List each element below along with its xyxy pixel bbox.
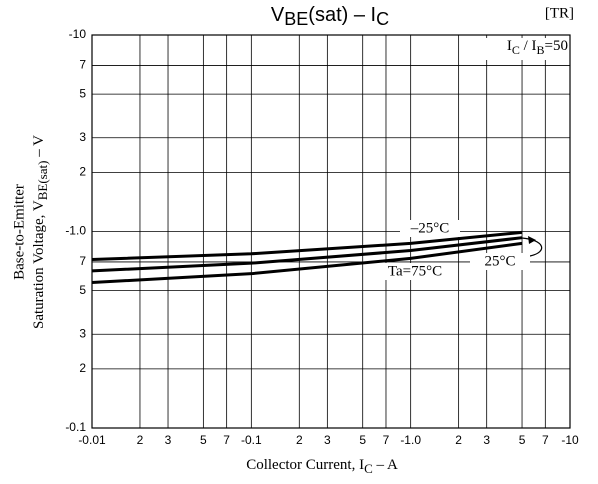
y-tick-label: 2 (79, 361, 86, 375)
y-tick-label: -0.1 (65, 420, 86, 434)
x-tick-label: 7 (383, 433, 390, 447)
x-tick-label: 7 (542, 433, 549, 447)
x-axis-label: Collector Current, IC – A (246, 457, 398, 476)
label-arrow (521, 237, 543, 257)
tag: [TR] (545, 5, 574, 21)
y-tick-label: 5 (79, 86, 86, 100)
y-tick-label: 3 (79, 130, 86, 144)
y-axis-label: Base-to-Emitter (11, 184, 27, 280)
y-tick-label: 3 (79, 326, 86, 340)
x-tick-label: -10 (561, 433, 579, 447)
plot-frame (91, 34, 571, 429)
text-part: Collector Current, I (246, 457, 364, 473)
series-label: 25°C (484, 253, 515, 269)
y-axis-label: Saturation Voltage, VBE(sat) – V (31, 135, 50, 329)
y-tick-label: -10 (69, 27, 87, 41)
line (91, 236, 523, 273)
text-part: I (507, 38, 512, 54)
arrow-head (528, 236, 536, 244)
x-tick-label: 3 (324, 433, 331, 447)
y-tick-label: 2 (79, 165, 86, 179)
x-tick-label: 5 (359, 433, 366, 447)
chart-title: VBE(sat) – IC (271, 4, 389, 28)
label-background (470, 253, 530, 270)
y-tick-label: 5 (79, 283, 86, 297)
subscript: B (537, 43, 545, 57)
line (91, 241, 523, 285)
label-background (400, 220, 460, 237)
x-tick-label: 3 (165, 433, 172, 447)
y-tick-label: 7 (79, 254, 86, 268)
y-tick-label: -1.0 (65, 224, 86, 238)
series-label: –25°C (410, 220, 450, 236)
x-tick-label: 7 (223, 433, 230, 447)
x-tick-label: 2 (296, 433, 303, 447)
x-tick-label: 2 (455, 433, 462, 447)
subscript: C (512, 43, 520, 57)
y-tick-label: 7 (79, 58, 86, 72)
subscript: C (376, 9, 389, 29)
text-part: / I (520, 38, 537, 54)
x-tick-label: -0.1 (241, 433, 262, 447)
text-part: (sat) – I (308, 4, 376, 26)
condition: IC / IB=50 (507, 38, 568, 56)
x-tick-label: 3 (483, 433, 490, 447)
x-tick-label: 5 (519, 433, 526, 447)
x-tick-label: 2 (137, 433, 144, 447)
grid (91, 34, 571, 429)
series-label: Ta=75°C (388, 263, 442, 279)
x-tick-label: 5 (200, 433, 207, 447)
label-background (385, 263, 445, 280)
text-part: – A (373, 457, 398, 473)
subscript: C (364, 461, 373, 476)
condition-background (470, 38, 568, 60)
text-part: – V (31, 135, 47, 161)
text-part: =50 (545, 38, 568, 54)
subscript: BE(sat) (35, 161, 50, 201)
text-part: Saturation Voltage, V (31, 200, 47, 329)
x-tick-label: -1.0 (400, 433, 421, 447)
text-part: V (271, 4, 285, 26)
subscript: BE (284, 9, 308, 29)
line (91, 230, 523, 262)
x-tick-label: -0.01 (78, 433, 106, 447)
